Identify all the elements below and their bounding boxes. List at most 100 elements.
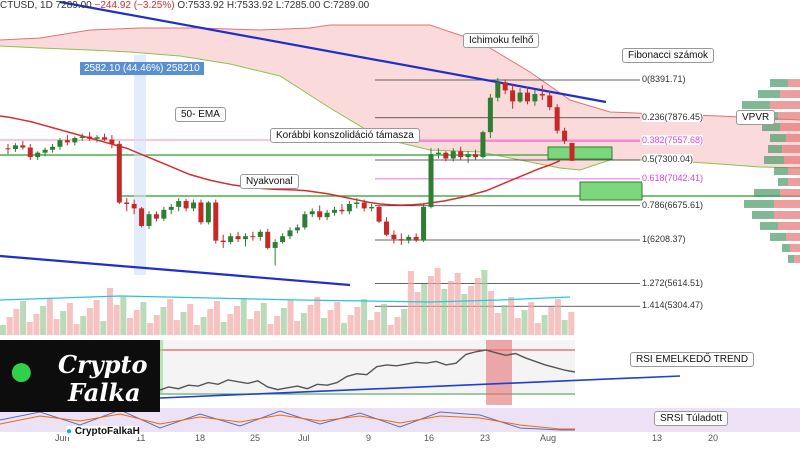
- histogram-bar: [60, 311, 67, 335]
- vpvr-buy-bar: [754, 188, 780, 197]
- histogram-bar: [180, 312, 187, 335]
- histogram-bar: [234, 306, 241, 335]
- histogram-bar: [247, 319, 254, 335]
- candle-body: [287, 230, 293, 237]
- candle-body: [539, 94, 545, 96]
- candle-body: [176, 201, 182, 207]
- candle-body: [272, 242, 278, 248]
- candle-body: [369, 206, 375, 209]
- vpvr-buy-bar: [758, 90, 780, 99]
- histogram-bar: [354, 307, 361, 335]
- vpvr-sell-bar: [774, 199, 800, 208]
- histogram-bar: [6, 317, 13, 335]
- candle-body: [139, 208, 145, 226]
- histogram-bar: [106, 288, 113, 335]
- candle-body: [294, 227, 300, 231]
- interval-text: 1D: [40, 0, 53, 11]
- histogram-bar: [100, 321, 107, 335]
- histogram-bar: [548, 307, 555, 335]
- price-change: −244.92 (−3.25%): [94, 0, 175, 11]
- histogram-bar: [207, 309, 214, 335]
- fib-label: 0.382(7557.68): [642, 135, 704, 146]
- ichimoku-cloud: [0, 25, 800, 170]
- handle-text: CryptoFalkaH: [74, 426, 140, 437]
- candle-body: [146, 214, 152, 226]
- histogram-bar: [320, 318, 327, 335]
- fib-label: 1(6208.37): [642, 234, 686, 244]
- x-axis-label: 25: [250, 433, 261, 443]
- candle-body: [532, 94, 538, 102]
- histogram-bar: [334, 302, 341, 335]
- candle-body: [473, 154, 479, 158]
- histogram-bar: [367, 320, 374, 335]
- x-axis-label: Aug: [540, 433, 557, 443]
- support-label: Korábbi konszolidáció támasza: [270, 128, 420, 143]
- candle-body: [183, 201, 189, 209]
- fib-label: 0.236(7876.45): [642, 111, 704, 122]
- vpvr-sell-bar: [770, 101, 800, 110]
- rsi-trend-line: [159, 375, 681, 399]
- x-axis-label: 16: [424, 433, 435, 443]
- histogram-bar: [468, 286, 475, 335]
- vpvr-sell-bar: [786, 232, 800, 241]
- candle-body: [354, 202, 360, 204]
- vpvr-sell-bar: [780, 90, 800, 99]
- histogram-bar: [314, 297, 321, 335]
- logo-line1: Crypto: [58, 350, 148, 379]
- candle-body: [168, 206, 174, 210]
- candle-body: [5, 148, 11, 150]
- vpvr-sell-bar: [784, 156, 800, 165]
- x-axis-label: 9: [366, 433, 372, 443]
- measure-band: [134, 55, 146, 275]
- vpvr-buy-bar: [774, 166, 788, 175]
- measure-label: 2582.10 (44.46%) 258210: [80, 62, 204, 75]
- vpvr-sell-bar: [782, 145, 800, 154]
- candle-body: [421, 206, 427, 241]
- candle-body: [450, 151, 456, 159]
- fibonacci-label: Fibonacci számok: [622, 48, 715, 63]
- candle-body: [50, 146, 56, 150]
- candle-body: [228, 236, 234, 243]
- candle-body: [398, 239, 404, 241]
- candle-body: [79, 136, 85, 139]
- histogram-bar: [501, 305, 508, 335]
- histogram-bar: [227, 314, 234, 335]
- candle-body: [435, 152, 441, 155]
- candle-body: [458, 151, 464, 158]
- histogram-bar: [427, 276, 434, 335]
- candle-body: [480, 132, 486, 158]
- candle-body: [510, 90, 516, 102]
- vpvr-buy-bar: [782, 243, 790, 252]
- histogram-bar: [554, 299, 561, 335]
- vpvr-buy-bar: [788, 254, 794, 263]
- fib-label: 0.5(7300.04): [642, 154, 694, 164]
- histogram-bar: [561, 320, 568, 335]
- vpvr-buy-bar: [770, 232, 786, 241]
- histogram-bar: [120, 297, 127, 335]
- histogram-bar: [401, 309, 408, 335]
- candle-body: [346, 203, 352, 212]
- x-axis-label: Jul: [298, 433, 310, 443]
- histogram-bar: [13, 309, 20, 335]
- wolf-icon: ●: [8, 346, 35, 395]
- candle-body: [524, 92, 530, 102]
- vpvr-buy-bar: [770, 134, 786, 143]
- target-box-upper: [547, 146, 613, 160]
- histogram-bar: [153, 315, 160, 335]
- histogram-bar: [213, 301, 220, 335]
- vpvr-buy-bar: [760, 221, 778, 230]
- histogram-bar: [80, 316, 87, 335]
- ema50-line: [0, 115, 561, 206]
- low-value: L:7285.00: [275, 0, 321, 11]
- rsi-overbought-zone: [486, 340, 512, 405]
- vpvr-sell-bar: [788, 166, 800, 175]
- x-axis-label: 20: [708, 433, 719, 443]
- histogram-bar: [86, 308, 93, 335]
- histogram-bar: [407, 271, 414, 335]
- x-axis-label: 13: [652, 433, 663, 443]
- srsi-d-line: [0, 413, 575, 430]
- candle-body: [101, 137, 107, 140]
- neckline-label: Nyakvonal: [240, 174, 299, 189]
- candle-body: [116, 143, 122, 203]
- fib-label: 1.414(5304.47): [642, 300, 704, 311]
